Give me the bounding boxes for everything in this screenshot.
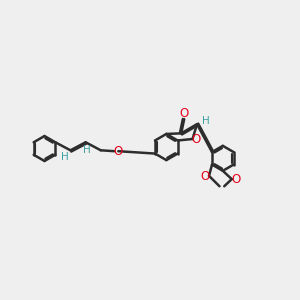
Text: H: H	[83, 145, 91, 155]
Text: O: O	[180, 107, 189, 120]
Text: O: O	[200, 170, 209, 183]
Text: H: H	[202, 116, 210, 126]
Text: H: H	[61, 152, 69, 162]
Text: O: O	[191, 133, 201, 146]
Text: O: O	[113, 145, 123, 158]
Text: O: O	[232, 172, 241, 186]
